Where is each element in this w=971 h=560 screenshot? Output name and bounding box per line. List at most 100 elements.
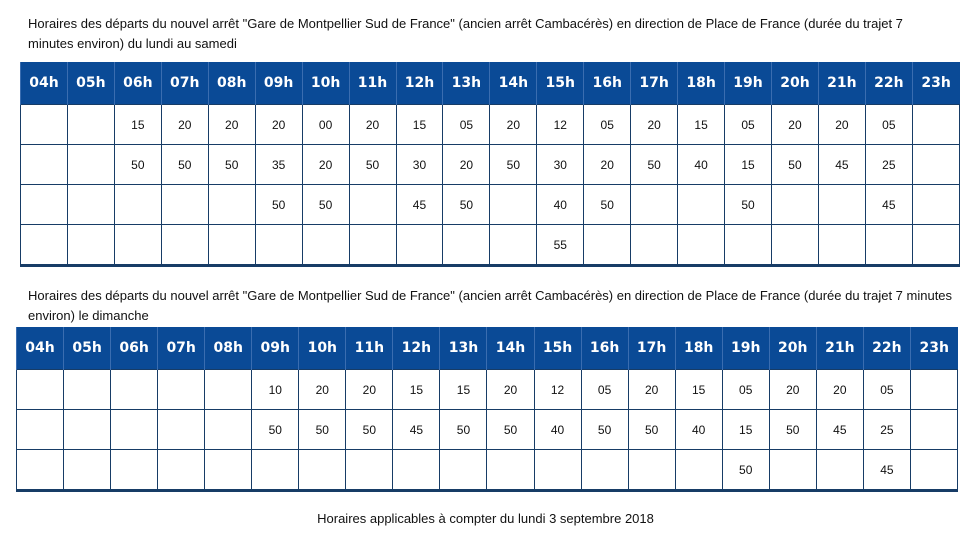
departure-minute-cell: 00 [301,104,350,145]
departure-minute-cell: 40 [677,144,726,185]
departure-minute-cell: 45 [862,449,911,491]
hour-header: 15h [536,62,584,105]
departure-minute-cell: 50 [580,409,629,450]
departure-minute-cell [157,449,206,491]
departure-minute-cell [533,449,582,491]
departure-minute-cell [580,449,629,491]
departure-minute-cell [15,449,65,491]
departure-minute-cell: 25 [864,144,913,185]
departure-minute-cell [113,184,162,225]
hour-header: 04h [15,327,64,370]
departure-minute-cell: 05 [724,104,772,145]
hour-header: 22h [864,62,913,105]
departure-minute-cell [20,104,68,145]
departure-minute-cell: 15 [724,144,772,185]
departure-row: 50 50 45 50 40 50 50 45 [20,184,961,225]
departure-minute-cell: 40 [674,409,723,450]
departure-minute-cell [301,224,350,266]
departure-minute-cell [251,449,300,491]
departure-minute-cell: 50 [486,409,535,450]
departure-minute-cell [392,449,441,491]
departure-minute-cell [909,449,959,491]
departure-minute-cell: 20 [768,369,817,410]
weekday-schedule-table: 04h 05h 06h 07h 08h 09h 10h 11h 12h 13h 14h 15h 16h 1… [20,62,961,267]
departure-minute-cell: 50 [768,409,817,450]
hour-header: 05h [63,327,111,370]
departure-minute-cell [864,224,913,266]
departure-row: 50 50 50 45 50 50 40 50 50 40 15 50 45 25 [15,409,959,450]
departure-minute-cell [15,369,65,410]
departure-minute-cell [348,224,397,266]
departure-minute-cell: 15 [677,104,726,145]
departure-row: 55 [20,224,961,266]
hour-header: 19h [724,62,772,105]
departure-minute-cell [909,409,959,450]
departure-row: 50 45 [15,449,959,491]
departure-minute-cell: 15 [674,369,723,410]
hour-header: 18h [677,62,725,105]
departure-minute-cell: 35 [254,144,303,185]
departure-minute-cell [254,224,303,266]
departure-minute-cell [66,184,115,225]
departure-row: 15 20 20 20 00 20 15 05 20 12 05 20 15 05 20 20 05 [20,104,961,145]
departure-minute-cell [66,104,115,145]
departure-minute-cell [627,449,676,491]
departure-minute-cell: 15 [395,104,444,145]
hour-header: 13h [439,327,487,370]
departure-minute-cell [439,449,488,491]
weekday-schedule-caption: Horaires des départs du nouvel arrêt "Ga… [28,16,903,51]
departure-minute-cell [160,224,209,266]
hour-header: 06h [110,327,158,370]
departure-minute-cell [110,449,159,491]
departure-minute-cell [583,224,632,266]
departure-minute-cell: 10 [251,369,300,410]
departure-minute-cell [348,184,397,225]
departure-minute-cell: 50 [771,144,819,185]
departure-minute-cell: 05 [442,104,491,145]
departure-minute-cell [815,449,864,491]
departure-minute-cell [110,369,159,410]
departure-minute-cell: 50 [345,409,394,450]
departure-minute-cell [20,144,68,185]
hour-header: 12h [395,62,443,105]
departure-minute-cell: 20 [817,104,866,145]
departure-minute-cell [724,224,772,266]
sunday-schedule-table: 04h 05h 06h 07h 08h 09h 10h 11h 12h 13h 14h 15h 16h 1… [15,327,959,492]
departure-minute-cell: 20 [254,104,303,145]
sunday-schedule-caption: Horaires des départs du nouvel arrêt "Ga… [28,288,953,323]
departure-minute-cell: 50 [298,409,347,450]
departure-minute-cell: 20 [630,104,679,145]
departure-minute-cell: 50 [721,449,770,491]
hour-header: 05h [66,62,115,105]
departure-minute-cell: 50 [489,144,538,185]
departure-minute-cell: 55 [536,224,585,266]
departure-minute-cell [345,449,394,491]
departure-minute-cell [63,449,112,491]
departure-minute-cell: 25 [862,409,911,450]
departure-minute-cell [486,449,535,491]
hour-header: 14h [486,327,535,370]
departure-row: 50 50 50 35 20 50 30 20 50 30 20 50 40 15 50 45 25 [20,144,961,185]
departure-minute-cell: 20 [348,104,397,145]
departure-minute-cell: 30 [536,144,585,185]
departure-minute-cell: 45 [815,409,864,450]
departure-minute-cell [157,409,206,450]
departure-minute-cell [817,224,866,266]
departure-minute-cell: 20 [207,104,256,145]
departure-minute-cell [15,409,65,450]
departure-minute-cell: 45 [395,184,444,225]
departure-minute-cell: 20 [486,369,535,410]
hour-header: 11h [345,327,393,370]
departure-minute-cell: 50 [630,144,679,185]
departure-minute-cell: 05 [721,369,770,410]
hour-header: 09h [251,327,299,370]
departure-minute-cell [489,224,538,266]
departure-minute-cell [298,449,347,491]
departure-minute-cell [677,184,726,225]
departure-minute-cell: 50 [254,184,303,225]
departure-minute-cell: 15 [439,369,488,410]
departure-minute-cell: 50 [160,144,209,185]
hour-header: 23h [909,327,958,370]
departure-minute-cell [442,224,491,266]
departure-minute-cell: 05 [862,369,911,410]
